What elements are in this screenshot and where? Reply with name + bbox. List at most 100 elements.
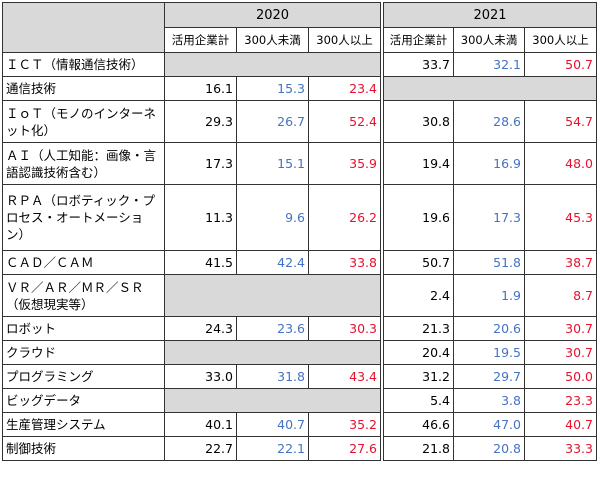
value-under300-y2021: 17.3	[453, 184, 525, 251]
value-over300-y2021: 40.7	[524, 412, 597, 437]
table-row: ＶＲ／ＡＲ／ＭＲ／ＳＲ（仮想現実等） 2.4 1.9 8.7	[2, 274, 597, 317]
value-over300-y2021: 33.3	[524, 436, 597, 461]
table-row: ＡＩ（人工知能：画像・言語認識技術含む） 17.3 15.1 35.9 19.4 16.9…	[2, 142, 597, 185]
row-label: ＩｏＴ（モノのインターネット化）	[2, 100, 165, 143]
value-total-y2021: 19.6	[383, 184, 454, 251]
value-total-y2021: 21.3	[383, 316, 454, 341]
value-over300-y2021: 23.3	[524, 388, 597, 413]
value-under300-y2020: 15.3	[236, 76, 309, 101]
table-row: ＣＡＤ／ＣＡＭ 41.5 42.4 33.8 50.7 51.8 38.7	[2, 250, 597, 275]
row-label: ビッグデータ	[2, 388, 165, 413]
row-label: ＶＲ／ＡＲ／ＭＲ／ＳＲ（仮想現実等）	[2, 274, 165, 317]
value-under300-y2020: 42.4	[236, 250, 309, 275]
value-under300-y2021: 1.9	[453, 274, 525, 317]
data-table-container: 2020 2021 活用企業計 300人未満 300人以上 活用企業計 300人…	[2, 2, 597, 461]
value-under300-y2020: 22.1	[236, 436, 309, 461]
value-total-y2021: 5.4	[383, 388, 454, 413]
value-over300-y2021: 48.0	[524, 142, 597, 185]
value-over300-y2021: 45.3	[524, 184, 597, 251]
value-over300-y2021: 50.0	[524, 364, 597, 389]
value-over300-y2020: 23.4	[308, 76, 381, 101]
value-under300-y2020: 23.6	[236, 316, 309, 341]
table-row: ビッグデータ 5.4 3.8 23.3	[2, 388, 597, 413]
value-total-y2020: 41.5	[164, 250, 237, 275]
value-total-y2020: 11.3	[164, 184, 237, 251]
empty-cell-y2020	[164, 274, 381, 317]
row-label: ＩＣＴ（情報通信技術）	[2, 52, 165, 77]
value-total-y2020: 33.0	[164, 364, 237, 389]
row-label: 生産管理システム	[2, 412, 165, 437]
value-under300-y2021: 19.5	[453, 340, 525, 365]
value-under300-y2021: 28.6	[453, 100, 525, 143]
subheader-total-2020: 活用企業計	[164, 27, 237, 53]
value-total-y2021: 46.6	[383, 412, 454, 437]
table-row: ＩｏＴ（モノのインターネット化） 29.3 26.7 52.4 30.8 28.6 54.7	[2, 100, 597, 143]
value-total-y2020: 40.1	[164, 412, 237, 437]
row-label: ＣＡＤ／ＣＡＭ	[2, 250, 165, 275]
value-under300-y2021: 20.6	[453, 316, 525, 341]
value-under300-y2020: 9.6	[236, 184, 309, 251]
value-over300-y2020: 27.6	[308, 436, 381, 461]
value-over300-y2021: 30.7	[524, 340, 597, 365]
empty-cell-y2021	[383, 76, 597, 101]
empty-cell-y2020	[164, 52, 381, 77]
value-total-y2021: 30.8	[383, 100, 454, 143]
value-total-y2021: 21.8	[383, 436, 454, 461]
table-row: 生産管理システム 40.1 40.7 35.2 46.6 47.0 40.7	[2, 412, 597, 437]
empty-cell-y2020	[164, 340, 381, 365]
row-label: ＡＩ（人工知能：画像・言語認識技術含む）	[2, 142, 165, 185]
value-over300-y2020: 43.4	[308, 364, 381, 389]
empty-cell-y2020	[164, 388, 381, 413]
value-under300-y2021: 3.8	[453, 388, 525, 413]
value-total-y2020: 16.1	[164, 76, 237, 101]
value-total-y2021: 2.4	[383, 274, 454, 317]
subheader-over300-2021: 300人以上	[524, 27, 597, 53]
table-row: ＩＣＴ（情報通信技術） 33.7 32.1 50.7	[2, 52, 597, 77]
row-label: 通信技術	[2, 76, 165, 101]
value-total-y2021: 19.4	[383, 142, 454, 185]
row-label: 制御技術	[2, 436, 165, 461]
value-under300-y2021: 20.8	[453, 436, 525, 461]
value-over300-y2021: 30.7	[524, 316, 597, 341]
value-over300-y2020: 35.2	[308, 412, 381, 437]
value-over300-y2020: 26.2	[308, 184, 381, 251]
value-under300-y2021: 51.8	[453, 250, 525, 275]
value-under300-y2020: 26.7	[236, 100, 309, 143]
year-header-2020: 2020	[164, 2, 381, 28]
value-under300-y2021: 32.1	[453, 52, 525, 77]
value-total-y2021: 50.7	[383, 250, 454, 275]
value-over300-y2021: 50.7	[524, 52, 597, 77]
value-over300-y2020: 52.4	[308, 100, 381, 143]
value-total-y2021: 33.7	[383, 52, 454, 77]
value-under300-y2020: 31.8	[236, 364, 309, 389]
corner-cell	[2, 2, 165, 53]
value-total-y2020: 17.3	[164, 142, 237, 185]
table-row: 制御技術 22.7 22.1 27.6 21.8 20.8 33.3	[2, 436, 597, 461]
value-under300-y2021: 29.7	[453, 364, 525, 389]
survey-table: 2020 2021 活用企業計 300人未満 300人以上 活用企業計 300人…	[2, 2, 597, 461]
value-under300-y2021: 16.9	[453, 142, 525, 185]
value-over300-y2020: 33.8	[308, 250, 381, 275]
value-under300-y2021: 47.0	[453, 412, 525, 437]
value-under300-y2020: 40.7	[236, 412, 309, 437]
value-total-y2020: 29.3	[164, 100, 237, 143]
subheader-under300-2021: 300人未満	[453, 27, 525, 53]
value-over300-y2021: 8.7	[524, 274, 597, 317]
value-over300-y2021: 38.7	[524, 250, 597, 275]
subheader-total-2021: 活用企業計	[383, 27, 454, 53]
table-row: プログラミング 33.0 31.8 43.4 31.2 29.7 50.0	[2, 364, 597, 389]
value-total-y2020: 22.7	[164, 436, 237, 461]
year-header-row: 2020 2021	[2, 2, 597, 53]
year-header-2021: 2021	[383, 2, 597, 28]
subheader-under300-2020: 300人未満	[236, 27, 309, 53]
value-total-y2021: 20.4	[383, 340, 454, 365]
value-total-y2021: 31.2	[383, 364, 454, 389]
value-over300-y2020: 35.9	[308, 142, 381, 185]
value-total-y2020: 24.3	[164, 316, 237, 341]
table-row: クラウド 20.4 19.5 30.7	[2, 340, 597, 365]
value-over300-y2021: 54.7	[524, 100, 597, 143]
row-label: プログラミング	[2, 364, 165, 389]
value-under300-y2020: 15.1	[236, 142, 309, 185]
row-label: ＲＰＡ（ロボティック・プロセス・オートメーション）	[2, 184, 165, 251]
table-row: ロボット 24.3 23.6 30.3 21.3 20.6 30.7	[2, 316, 597, 341]
